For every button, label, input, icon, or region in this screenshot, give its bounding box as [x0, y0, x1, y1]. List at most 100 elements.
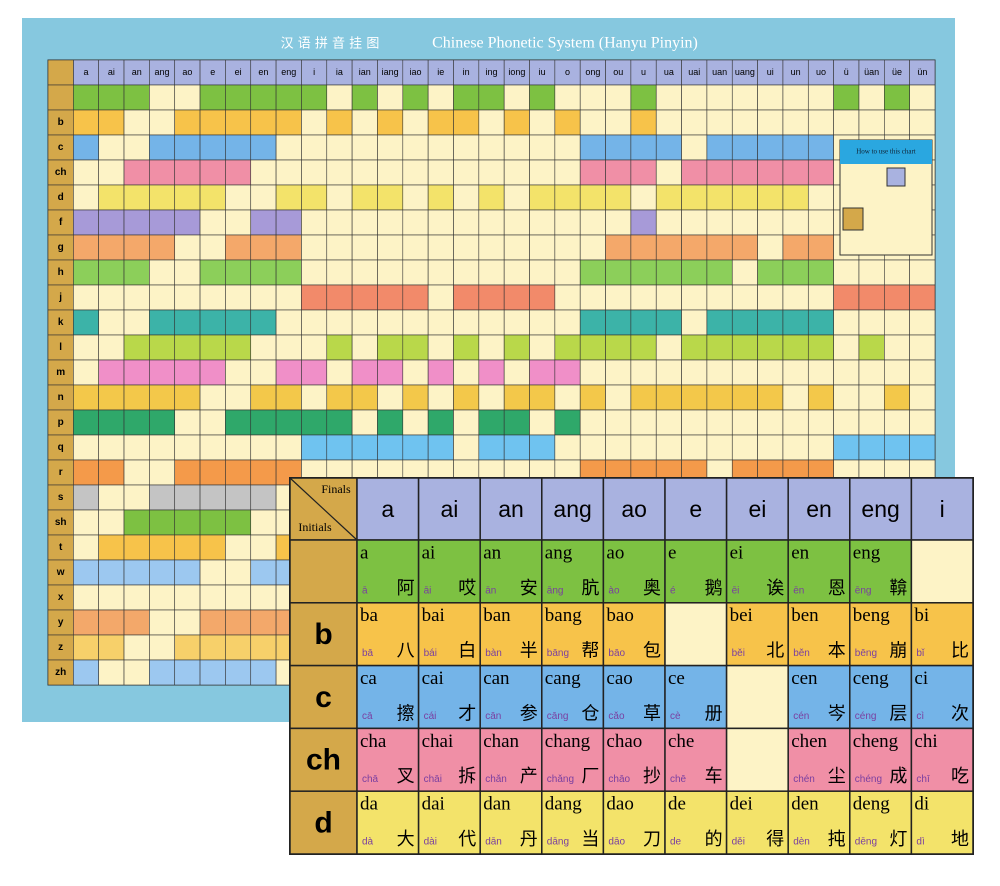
hanzi: 灯 [889, 829, 907, 850]
syllable-cell [427, 334, 454, 361]
syllable-cell [427, 409, 454, 436]
hanzi: 仓 [581, 703, 599, 724]
syllable-cell [351, 284, 378, 311]
syllable-cell [250, 609, 277, 636]
syllable-cell [199, 359, 226, 386]
syllable-cell [884, 109, 910, 136]
syllable-cell [681, 84, 708, 111]
syllable-cell [579, 234, 606, 261]
guide-icon [842, 207, 864, 231]
syllable: ci [914, 668, 928, 689]
syllable-cell [199, 334, 226, 361]
syllable-cell [174, 384, 201, 411]
hanzi: 鹅 [705, 578, 723, 599]
syllable-cell [655, 209, 682, 236]
initial-cell [289, 790, 358, 855]
syllable-cell [225, 409, 252, 436]
syllable-cell [706, 84, 733, 111]
syllable-cell [453, 234, 480, 261]
final-header: iong [508, 67, 525, 77]
syllable-cell [73, 359, 99, 386]
tone-pinyin: é [670, 585, 676, 596]
syllable-cell [301, 209, 328, 236]
syllable-cell [503, 209, 530, 236]
final-header: ang [553, 496, 591, 522]
hanzi: 才 [458, 703, 476, 724]
syllable-cell [250, 509, 277, 536]
syllable-cell [98, 459, 125, 486]
syllable-cell [681, 134, 708, 161]
final-header: ian [359, 67, 371, 77]
syllable-cell [478, 184, 505, 211]
syllable-cell [782, 184, 809, 211]
syllable-cell [858, 409, 885, 436]
syllable-cell [731, 309, 758, 336]
syllable-cell [301, 384, 328, 411]
tone-pinyin: dà [362, 837, 374, 848]
syllable-cell [478, 284, 505, 311]
syllable-cell [529, 409, 556, 436]
syllable-cell [356, 790, 420, 855]
syllable-cell [554, 284, 581, 311]
syllable-cell [782, 384, 809, 411]
syllable-cell [725, 664, 789, 730]
syllable-cell [225, 459, 252, 486]
syllable-cell [326, 234, 353, 261]
syllable-cell [417, 602, 481, 667]
syllable-cell [910, 602, 974, 667]
syllable-cell [579, 109, 606, 136]
syllable-cell [275, 84, 302, 111]
hanzi: 鞥 [889, 578, 907, 599]
syllable-cell [706, 284, 733, 311]
syllable-cell [503, 334, 530, 361]
hanzi: 叉 [397, 766, 415, 787]
syllable-cell [275, 234, 302, 261]
syllable-cell [174, 509, 201, 536]
tone-pinyin: ào [608, 585, 620, 596]
tone-pinyin: chāi [424, 774, 442, 785]
syllable-cell [123, 509, 150, 536]
syllable-cell [655, 284, 682, 311]
syllable-cell [98, 134, 125, 161]
hanzi: 吃 [951, 766, 969, 787]
syllable-cell [731, 384, 758, 411]
syllable-cell [605, 184, 632, 211]
syllable-cell [174, 234, 201, 261]
hanzi: 的 [705, 829, 723, 850]
syllable-cell [174, 559, 201, 586]
syllable-cell [351, 409, 378, 436]
initial-cell [289, 727, 358, 792]
syllable-cell [377, 84, 404, 111]
initial-cell [47, 634, 74, 661]
syllable-cell [478, 134, 505, 161]
hanzi: 肮 [581, 578, 599, 599]
syllable-cell [655, 234, 682, 261]
syllable-cell [858, 259, 885, 286]
syllable-cell [174, 434, 201, 461]
final-header: ong [585, 67, 600, 77]
syllable-cell [225, 534, 252, 561]
tone-pinyin: cì [916, 711, 924, 722]
corner-diagonal [289, 477, 358, 541]
hanzi: 厂 [581, 766, 599, 787]
syllable-cell [681, 184, 708, 211]
syllable-cell [427, 284, 454, 311]
guide-title: How to use this chart [856, 148, 916, 156]
final-header: a [84, 67, 89, 77]
initial-label: h [58, 267, 64, 278]
syllable-cell [301, 309, 328, 336]
syllable-cell [478, 84, 505, 111]
syllable-cell [98, 659, 125, 686]
syllable-cell [833, 109, 860, 136]
syllable-cell [149, 159, 176, 186]
syllable-cell [427, 384, 454, 411]
syllable-cell [301, 434, 328, 461]
syllable-cell [199, 659, 226, 686]
syllable-cell [655, 259, 682, 286]
syllable-cell [326, 209, 353, 236]
syllable-cell [149, 184, 176, 211]
tone-pinyin: chē [670, 774, 687, 785]
syllable-cell [149, 134, 176, 161]
initial-label: c [58, 142, 64, 153]
syllable-cell [782, 284, 809, 311]
